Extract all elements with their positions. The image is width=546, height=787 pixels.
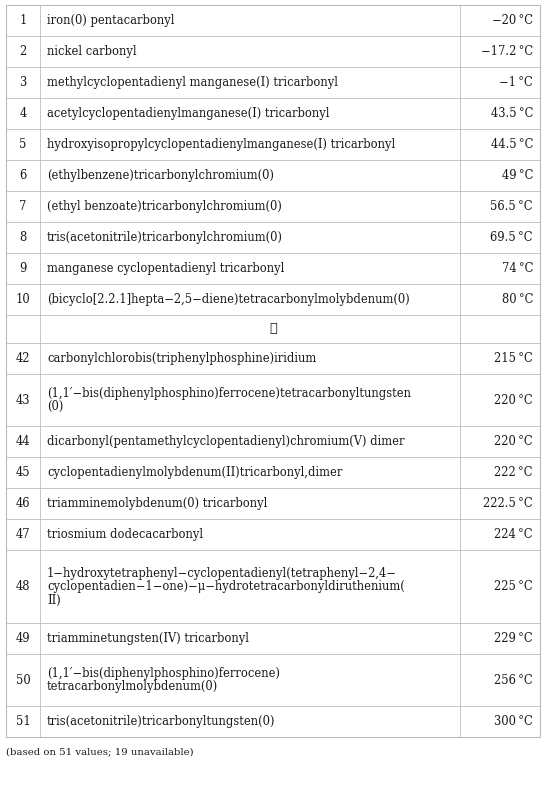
Text: 1−hydroxytetraphenyl−cyclopentadienyl(tetraphenyl−2,4−: 1−hydroxytetraphenyl−cyclopentadienyl(te… xyxy=(47,567,397,579)
Text: manganese cyclopentadienyl tricarbonyl: manganese cyclopentadienyl tricarbonyl xyxy=(47,262,284,275)
Text: 46: 46 xyxy=(16,497,30,510)
Text: 42: 42 xyxy=(16,352,30,365)
Text: 215 °C: 215 °C xyxy=(494,352,533,365)
Text: 43.5 °C: 43.5 °C xyxy=(491,107,533,120)
Text: (0): (0) xyxy=(47,401,63,413)
Text: 49: 49 xyxy=(16,632,31,645)
Text: 44.5 °C: 44.5 °C xyxy=(491,138,533,151)
Text: 300 °C: 300 °C xyxy=(494,715,533,728)
Text: 69.5 °C: 69.5 °C xyxy=(490,231,533,244)
Text: hydroxyisopropylcyclopentadienylmanganese(I) tricarbonyl: hydroxyisopropylcyclopentadienylmanganes… xyxy=(47,138,395,151)
Text: −20 °C: −20 °C xyxy=(492,14,533,27)
Text: methylcyclopentadienyl manganese(I) tricarbonyl: methylcyclopentadienyl manganese(I) tric… xyxy=(47,76,338,89)
Text: 47: 47 xyxy=(16,528,31,541)
Text: acetylcyclopentadienylmanganese(I) tricarbonyl: acetylcyclopentadienylmanganese(I) trica… xyxy=(47,107,329,120)
Text: iron(0) pentacarbonyl: iron(0) pentacarbonyl xyxy=(47,14,175,27)
Text: II): II) xyxy=(47,593,61,607)
Text: 45: 45 xyxy=(16,466,31,479)
Text: 56.5 °C: 56.5 °C xyxy=(490,200,533,213)
Text: 222 °C: 222 °C xyxy=(495,466,533,479)
Text: cyclopentadien−1−one)−μ−hydrotetracarbonyldiruthenium(: cyclopentadien−1−one)−μ−hydrotetracarbon… xyxy=(47,580,405,593)
Text: ⋮: ⋮ xyxy=(269,323,277,335)
Text: 2: 2 xyxy=(19,45,27,58)
Text: 49 °C: 49 °C xyxy=(502,169,533,182)
Text: 256 °C: 256 °C xyxy=(494,674,533,686)
Text: triosmium dodecacarbonyl: triosmium dodecacarbonyl xyxy=(47,528,203,541)
Text: 225 °C: 225 °C xyxy=(494,580,533,593)
Text: 44: 44 xyxy=(16,435,30,448)
Text: 3: 3 xyxy=(19,76,27,89)
Text: 4: 4 xyxy=(19,107,27,120)
Text: cyclopentadienylmolybdenum(II)tricarbonyl,dimer: cyclopentadienylmolybdenum(II)tricarbony… xyxy=(47,466,342,479)
Text: carbonylchlorobis(triphenylphosphine)iridium: carbonylchlorobis(triphenylphosphine)iri… xyxy=(47,352,316,365)
Text: (based on 51 values; 19 unavailable): (based on 51 values; 19 unavailable) xyxy=(6,747,194,756)
Text: tris(acetonitrile)tricarbonyltungsten(0): tris(acetonitrile)tricarbonyltungsten(0) xyxy=(47,715,276,728)
Text: 43: 43 xyxy=(16,394,30,407)
Text: −17.2 °C: −17.2 °C xyxy=(481,45,533,58)
Text: 1: 1 xyxy=(19,14,27,27)
Text: 74 °C: 74 °C xyxy=(502,262,533,275)
Text: 80 °C: 80 °C xyxy=(502,293,533,306)
Text: 9: 9 xyxy=(19,262,27,275)
Text: 10: 10 xyxy=(16,293,31,306)
Text: tris(acetonitrile)tricarbonylchromium(0): tris(acetonitrile)tricarbonylchromium(0) xyxy=(47,231,283,244)
Text: triamminetungsten(IV) tricarbonyl: triamminetungsten(IV) tricarbonyl xyxy=(47,632,249,645)
Text: −1 °C: −1 °C xyxy=(499,76,533,89)
Text: 50: 50 xyxy=(16,674,31,686)
Text: 48: 48 xyxy=(16,580,30,593)
Text: 7: 7 xyxy=(19,200,27,213)
Text: 5: 5 xyxy=(19,138,27,151)
Text: (1,1′−bis(diphenylphosphino)ferrocene): (1,1′−bis(diphenylphosphino)ferrocene) xyxy=(47,667,280,680)
Text: (ethyl benzoate)tricarbonylchromium(0): (ethyl benzoate)tricarbonylchromium(0) xyxy=(47,200,282,213)
Text: nickel carbonyl: nickel carbonyl xyxy=(47,45,136,58)
Text: 224 °C: 224 °C xyxy=(495,528,533,541)
Text: dicarbonyl(pentamethylcyclopentadienyl)chromium(V) dimer: dicarbonyl(pentamethylcyclopentadienyl)c… xyxy=(47,435,405,448)
Text: (bicyclo[2.2.1]hepta−2,5−diene)tetracarbonylmolybdenum(0): (bicyclo[2.2.1]hepta−2,5−diene)tetracarb… xyxy=(47,293,410,306)
Text: (1,1′−bis(diphenylphosphino)ferrocene)tetracarbonyltungsten: (1,1′−bis(diphenylphosphino)ferrocene)te… xyxy=(47,386,411,400)
Text: triamminemolybdenum(0) tricarbonyl: triamminemolybdenum(0) tricarbonyl xyxy=(47,497,268,510)
Text: 229 °C: 229 °C xyxy=(494,632,533,645)
Text: 220 °C: 220 °C xyxy=(494,435,533,448)
Text: 8: 8 xyxy=(19,231,27,244)
Text: 6: 6 xyxy=(19,169,27,182)
Text: 220 °C: 220 °C xyxy=(494,394,533,407)
Text: 51: 51 xyxy=(16,715,31,728)
Text: tetracarbonylmolybdenum(0): tetracarbonylmolybdenum(0) xyxy=(47,680,218,693)
Text: (ethylbenzene)tricarbonylchromium(0): (ethylbenzene)tricarbonylchromium(0) xyxy=(47,169,274,182)
Text: 222.5 °C: 222.5 °C xyxy=(483,497,533,510)
